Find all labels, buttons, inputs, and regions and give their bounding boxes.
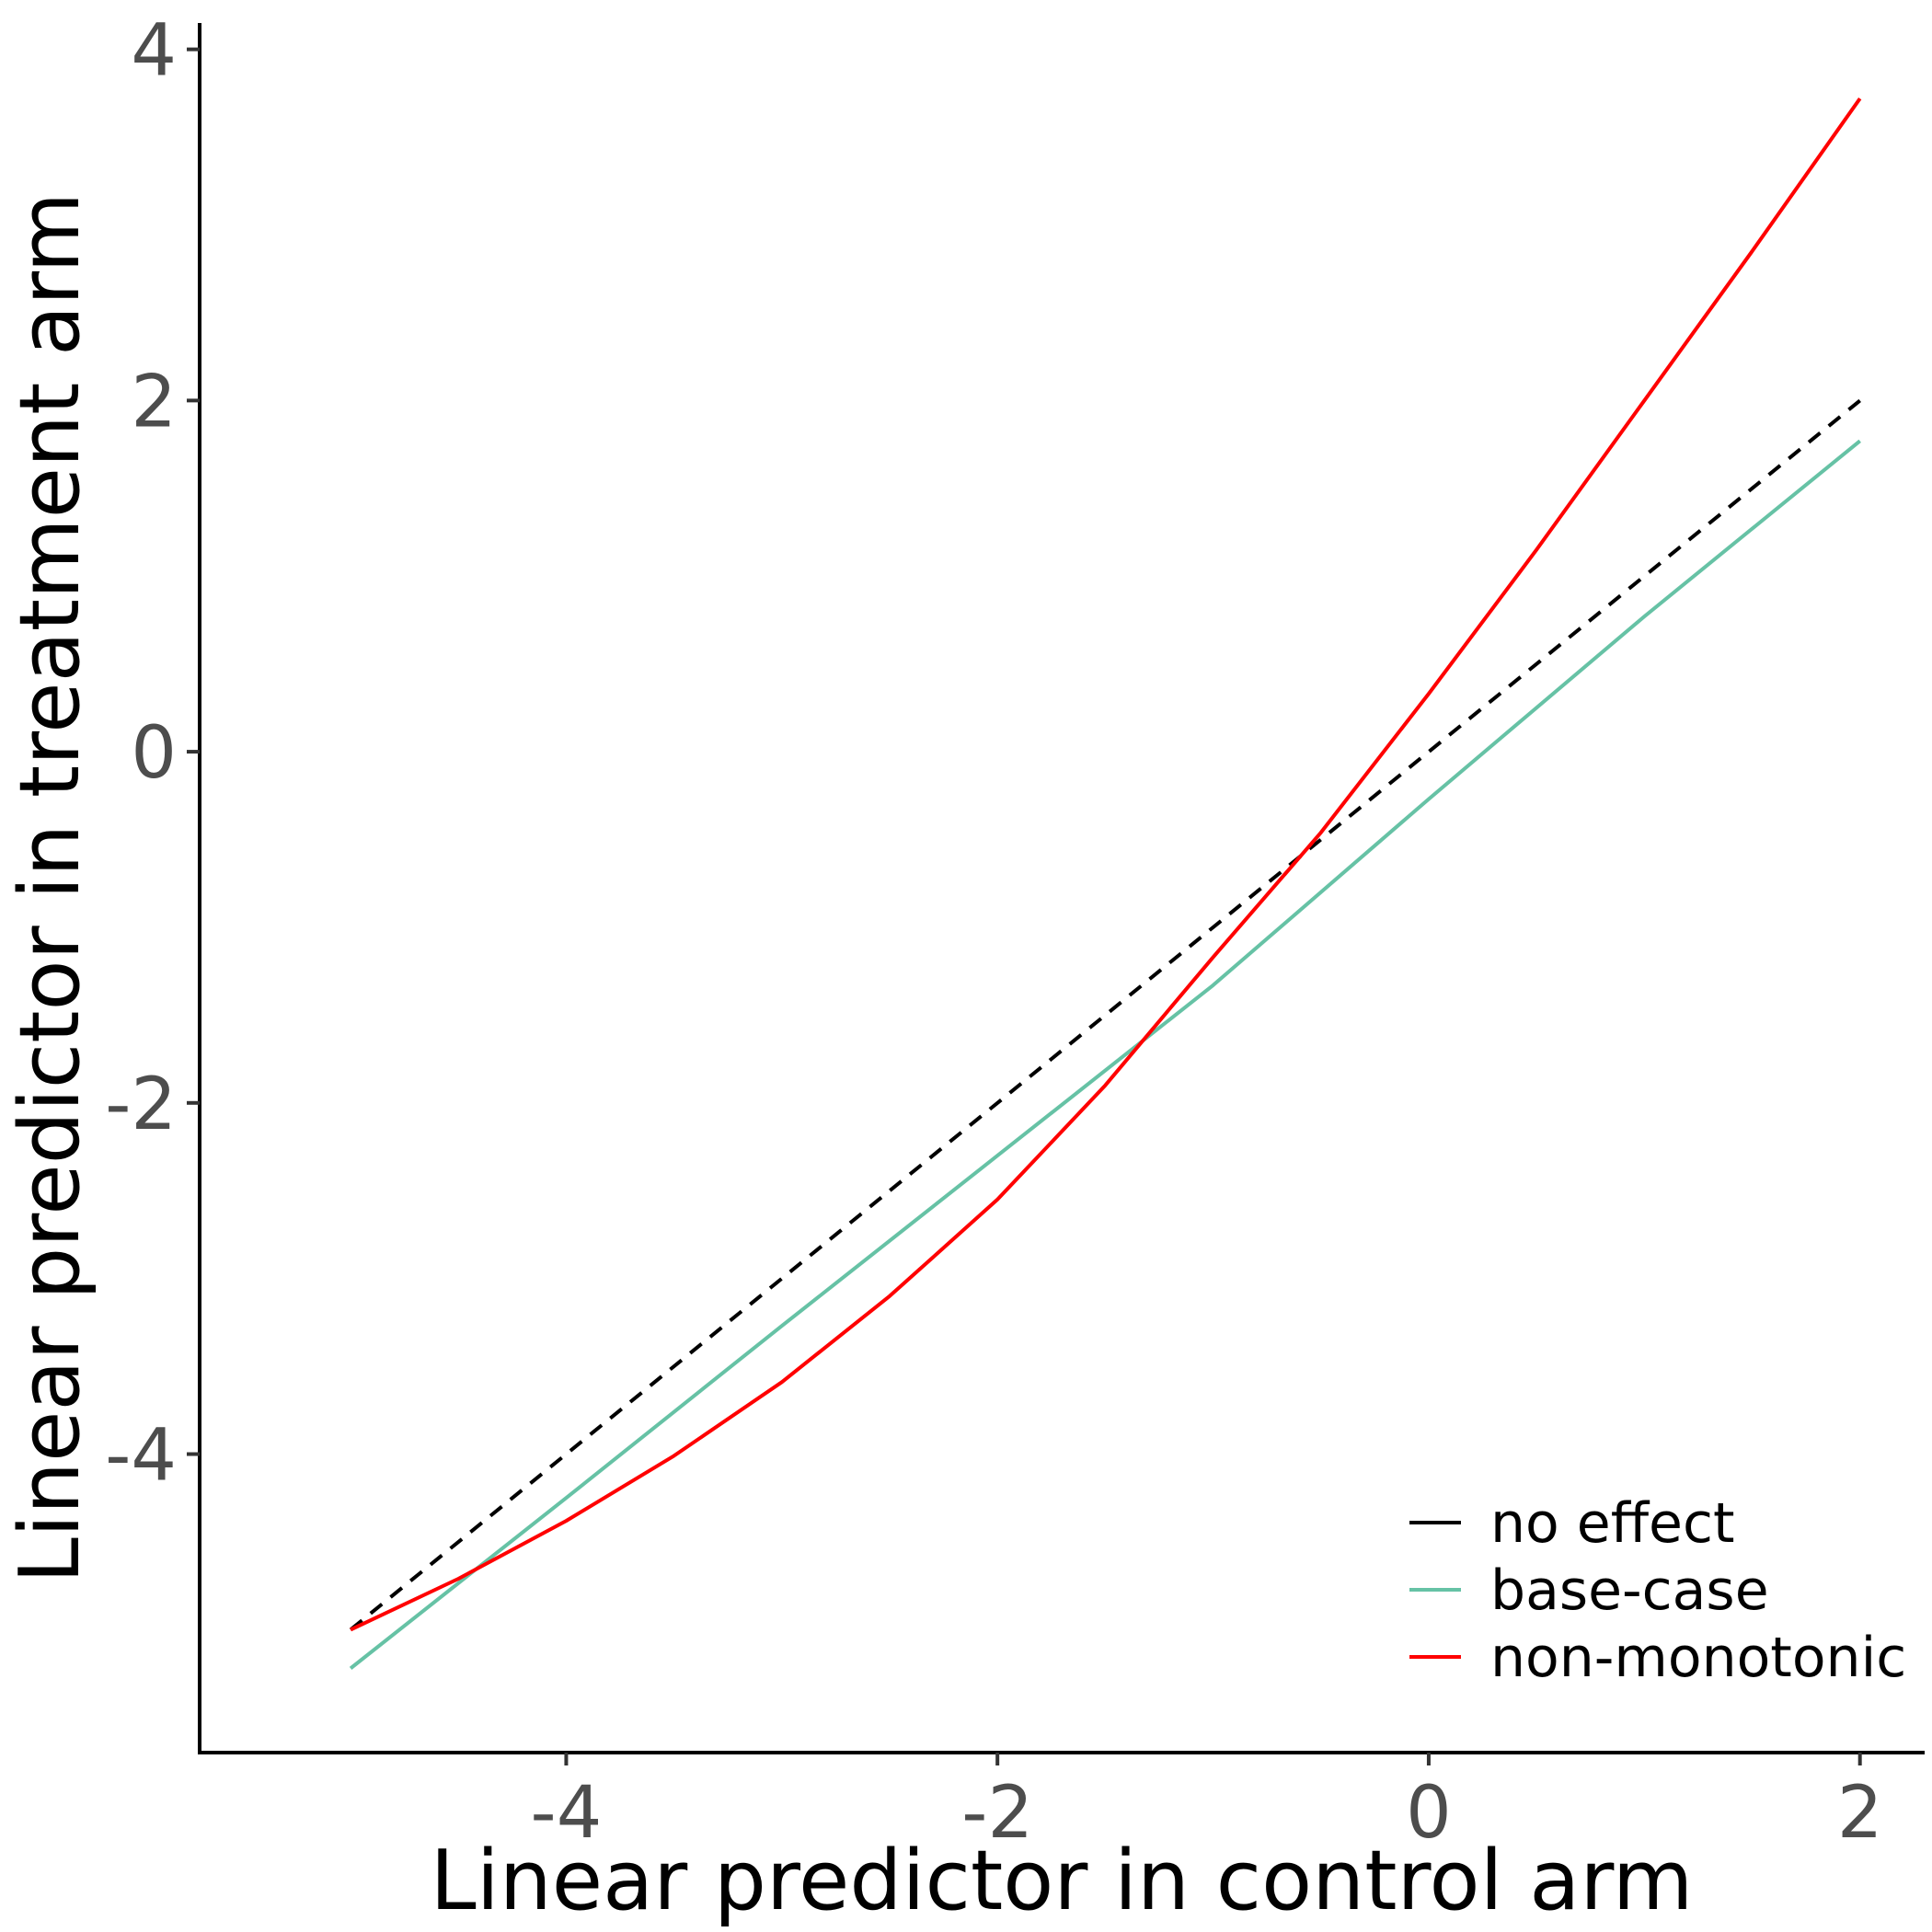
x-ticks: -4 -2 0 2 [531,1753,1883,1855]
y-axis-title: Linear predictor in treatment arm [2,192,98,1583]
legend-label: non-monotonic [1490,1626,1906,1690]
legend-label: no effect [1490,1491,1735,1556]
y-tick-label: 4 [131,10,177,93]
x-tick-label: -4 [531,1772,603,1855]
y-ticks: -4 -2 0 2 4 [105,10,200,1498]
series-line-no-effect [349,398,1861,1631]
x-axis-title: Linear predictor in control arm [431,1833,1694,1929]
x-tick-label: 0 [1406,1772,1452,1855]
series-line-non-monotonic [350,97,1862,1632]
y-tick-label: 2 [131,361,177,443]
series-layer [349,97,1862,1670]
y-tick-label: -4 [105,1415,177,1498]
x-tick-label: 2 [1837,1772,1883,1855]
y-tick-label: 0 [131,712,177,795]
x-tick-label: -2 [961,1772,1033,1855]
y-tick-label: -2 [105,1064,177,1146]
legend-label: base-case [1490,1558,1769,1623]
axes [198,23,1925,1754]
series-line-base-case [349,439,1861,1670]
